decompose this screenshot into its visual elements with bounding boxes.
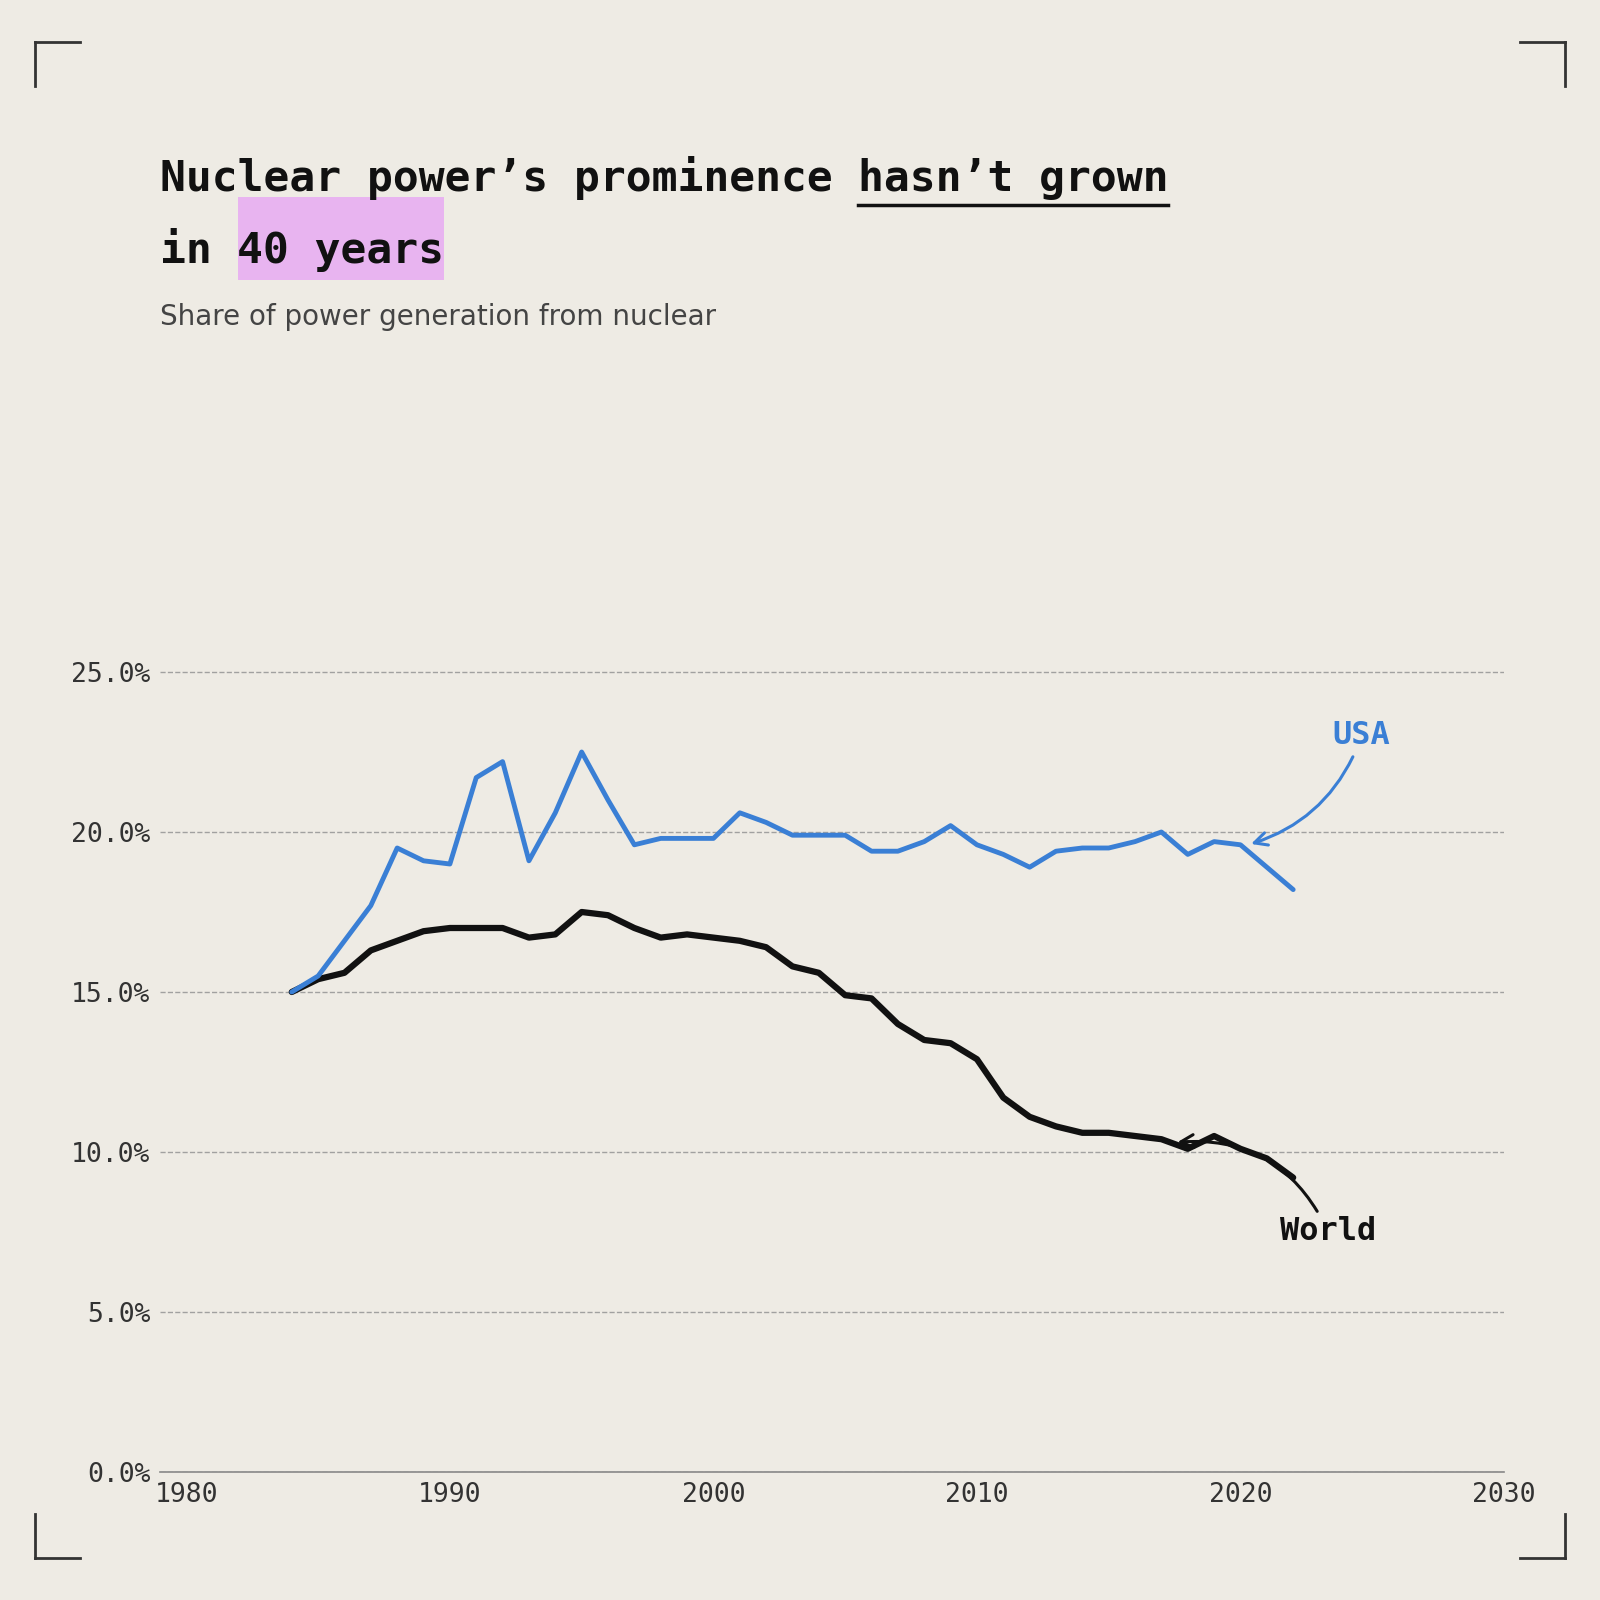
Text: Share of power generation from nuclear: Share of power generation from nuclear <box>160 304 717 331</box>
Text: World: World <box>1181 1134 1376 1248</box>
Text: 40 years: 40 years <box>237 230 445 272</box>
Text: in: in <box>160 230 238 272</box>
Text: hasn’t grown: hasn’t grown <box>858 158 1168 200</box>
Text: Nuclear power’s prominence hasn’t grown: Nuclear power’s prominence hasn’t grown <box>160 157 1170 200</box>
Text: Nuclear power’s prominence: Nuclear power’s prominence <box>160 157 859 200</box>
Text: USA: USA <box>1254 720 1390 845</box>
